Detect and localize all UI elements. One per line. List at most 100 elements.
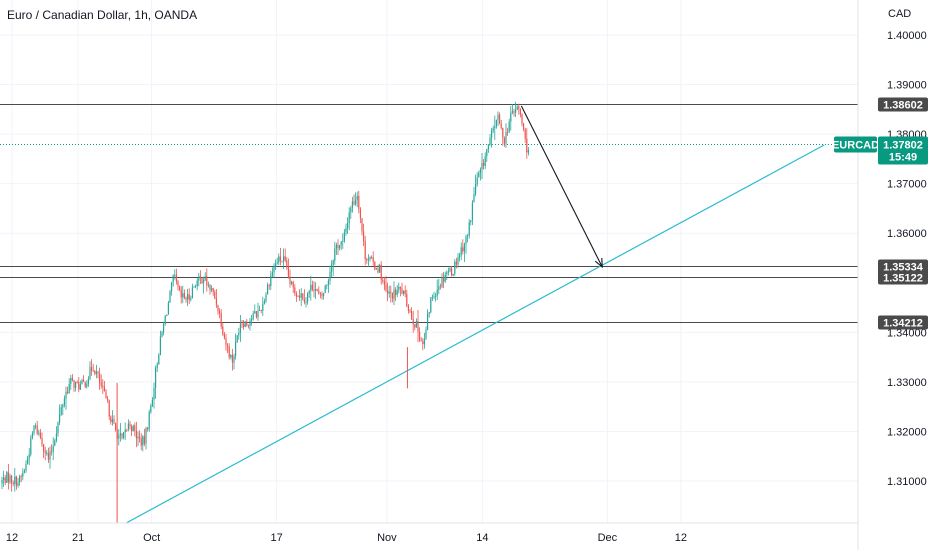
candle	[222, 322, 224, 336]
candle	[70, 374, 72, 390]
candle	[297, 295, 299, 298]
ascending-trendline[interactable]	[125, 144, 825, 524]
candle	[124, 422, 126, 440]
candle-body	[526, 138, 528, 153]
candle	[262, 296, 264, 316]
candle-body	[102, 385, 104, 387]
candle-body	[289, 276, 291, 284]
candle-body	[38, 432, 40, 434]
candle-body	[199, 276, 201, 278]
candle-body	[491, 130, 493, 138]
candle	[103, 380, 105, 392]
candle	[401, 282, 403, 295]
candle-body	[179, 286, 181, 290]
candle	[339, 244, 341, 251]
candle	[161, 330, 163, 338]
candle-body	[484, 156, 486, 166]
candle	[236, 334, 238, 343]
candle-body	[30, 437, 32, 455]
candle-body	[47, 452, 49, 460]
candle	[505, 123, 507, 148]
candle	[348, 207, 350, 231]
candle-body	[243, 324, 245, 328]
candle	[355, 192, 357, 206]
candle-body	[428, 312, 430, 315]
candle	[151, 396, 153, 408]
candle	[507, 127, 509, 136]
candle	[454, 259, 456, 277]
candle-body	[217, 304, 219, 312]
symbol-tag	[834, 136, 877, 153]
candle-body	[41, 437, 43, 445]
candle-body	[380, 264, 382, 280]
candle	[63, 395, 65, 408]
candle	[303, 289, 305, 305]
candle-body	[171, 282, 173, 292]
candle	[4, 475, 6, 486]
candle-body	[412, 318, 414, 325]
candle-body	[31, 433, 33, 438]
candle	[180, 285, 182, 304]
candle	[17, 477, 19, 488]
candle-body	[497, 114, 499, 120]
candle	[115, 422, 117, 432]
candle-body	[459, 255, 461, 258]
candle	[166, 314, 168, 317]
currency-label: CAD	[888, 8, 911, 20]
candle-body	[415, 320, 417, 328]
candle	[305, 297, 307, 308]
candle-body	[451, 268, 453, 276]
candle	[463, 242, 465, 263]
candle-body	[297, 295, 299, 297]
x-tick-label: Nov	[377, 532, 397, 544]
candle-body	[169, 291, 171, 303]
candle	[527, 147, 529, 156]
candle	[195, 284, 197, 289]
candle-body	[187, 294, 189, 300]
candle	[126, 428, 128, 432]
candle	[460, 242, 462, 261]
candle	[500, 119, 502, 130]
candle	[127, 419, 129, 432]
candle	[215, 288, 217, 309]
candle	[47, 447, 49, 463]
candle	[39, 428, 41, 440]
candle	[342, 233, 344, 249]
candle-body	[483, 162, 485, 166]
candle	[489, 134, 491, 146]
candle	[9, 473, 11, 485]
candle	[516, 105, 518, 111]
candle-body	[225, 338, 227, 346]
candle	[246, 319, 248, 327]
candle-body	[468, 222, 470, 236]
candle-body	[111, 419, 113, 423]
candle	[97, 370, 99, 379]
candle-body	[76, 381, 78, 383]
candle-body	[390, 291, 392, 293]
candle	[459, 252, 461, 262]
candle	[524, 127, 526, 143]
candle	[284, 248, 286, 263]
candle	[292, 280, 294, 293]
candle-body	[257, 310, 259, 318]
candle-body	[71, 378, 73, 381]
projection-arrow-shaft[interactable]	[520, 105, 603, 268]
candle-body	[100, 382, 102, 386]
candle-body	[478, 172, 480, 178]
candle	[497, 111, 499, 127]
candle	[51, 444, 53, 456]
candle	[188, 288, 190, 305]
candle	[387, 282, 389, 302]
candle	[23, 468, 25, 474]
candle	[193, 285, 195, 288]
candle	[84, 381, 86, 389]
candle-body	[331, 264, 333, 272]
candle	[417, 309, 419, 343]
candle-body	[433, 296, 435, 298]
candle	[371, 255, 373, 260]
candle-body	[124, 429, 126, 433]
candle-body	[465, 236, 467, 244]
candle	[508, 118, 510, 134]
